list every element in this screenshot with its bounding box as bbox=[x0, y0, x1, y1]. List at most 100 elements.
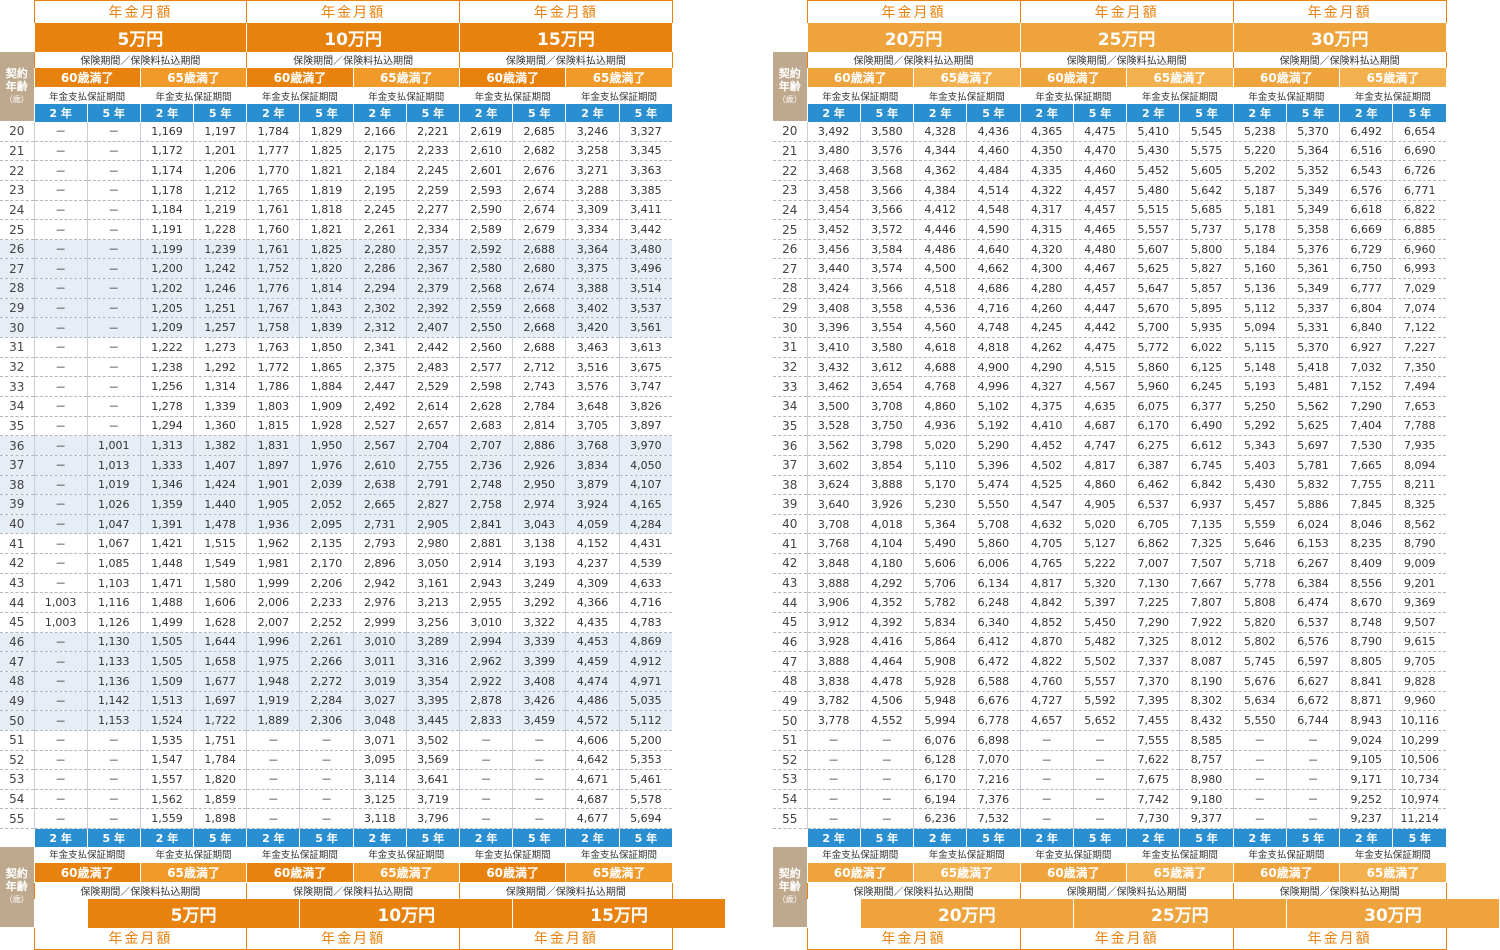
value-cell: － bbox=[512, 789, 566, 810]
value-cell: 1,257 bbox=[193, 317, 247, 339]
value-cell: 3,924 bbox=[565, 494, 620, 515]
value-cell: 6,898 bbox=[966, 730, 1021, 751]
spacer-cell bbox=[0, 829, 34, 847]
value-cell: 3,010 bbox=[458, 612, 513, 633]
pension-amount: 15万円 bbox=[459, 22, 673, 52]
value-cell: － bbox=[859, 808, 914, 830]
value-cell: 2,674 bbox=[512, 180, 566, 201]
value-cell: 3,834 bbox=[565, 455, 620, 476]
value-cell: 4,260 bbox=[1019, 298, 1074, 319]
age-header-unit: （歳） bbox=[777, 895, 802, 905]
value-cell: － bbox=[33, 750, 88, 771]
value-cell: 3,010 bbox=[352, 632, 407, 653]
value-cell: 1,085 bbox=[86, 553, 141, 574]
value-cell: 10,506 bbox=[1392, 750, 1447, 771]
value-cell: 10,974 bbox=[1392, 789, 1447, 810]
value-cell: 4,465 bbox=[1072, 219, 1127, 240]
value-cell: 5,557 bbox=[1072, 671, 1127, 692]
value-cell: 5,502 bbox=[1072, 651, 1127, 672]
value-cell: 5,832 bbox=[1285, 475, 1340, 496]
value-cell: － bbox=[33, 494, 88, 515]
value-cell: 6,543 bbox=[1339, 160, 1393, 181]
value-cell: 3,602 bbox=[806, 455, 861, 476]
value-cell: 1,019 bbox=[86, 475, 141, 496]
years-2: 2 年 bbox=[139, 103, 194, 122]
value-cell: 5,592 bbox=[1072, 691, 1127, 712]
value-cell: 9,009 bbox=[1392, 553, 1447, 574]
age-cell: 38 bbox=[773, 475, 807, 496]
value-cell: 3,537 bbox=[618, 298, 673, 319]
pension-amount: 5万円 bbox=[86, 898, 301, 928]
value-cell: 3,019 bbox=[352, 671, 407, 692]
value-cell: 2,976 bbox=[352, 592, 407, 614]
value-cell: 4,716 bbox=[966, 298, 1021, 319]
value-cell: 3,768 bbox=[806, 533, 861, 555]
value-cell: 2,668 bbox=[512, 317, 566, 339]
value-cell: － bbox=[1019, 730, 1074, 751]
value-cell: 1,981 bbox=[246, 553, 300, 574]
value-cell: 2,814 bbox=[512, 416, 566, 437]
age-cell: 29 bbox=[0, 298, 34, 319]
value-cell: 1,067 bbox=[86, 533, 141, 555]
value-cell: 1,126 bbox=[86, 612, 141, 633]
value-cell: 4,344 bbox=[913, 141, 967, 162]
value-cell: 2,095 bbox=[299, 514, 354, 535]
table-row: 33 3,462 3,654 4,768 4,996 4,327 4,567 5,960 6,2… bbox=[773, 376, 1500, 397]
value-cell: 8,943 bbox=[1339, 710, 1393, 731]
value-cell: 4,727 bbox=[1019, 691, 1074, 712]
value-cell: 1,448 bbox=[139, 553, 194, 574]
table-row: 42 3,848 4,180 5,606 6,006 4,765 5,222 7,007 7,5… bbox=[773, 553, 1500, 574]
value-cell: 2,312 bbox=[352, 317, 407, 339]
period-row: 保険期間／保険料払込期間 保険期間／保険料払込期間 保険期間／保険料払込期間 bbox=[773, 882, 1500, 899]
value-cell: 3,402 bbox=[565, 298, 620, 319]
value-cell: － bbox=[806, 730, 861, 751]
value-cell: 1,153 bbox=[86, 710, 141, 731]
value-cell: 4,748 bbox=[966, 317, 1021, 339]
value-cell: 4,327 bbox=[1019, 376, 1074, 397]
value-cell: 4,548 bbox=[966, 200, 1021, 221]
value-cell: 1,580 bbox=[193, 573, 247, 594]
value-cell: － bbox=[86, 180, 141, 201]
pension-amount: 20万円 bbox=[806, 22, 1021, 52]
value-cell: － bbox=[33, 416, 88, 437]
value-cell: 1,818 bbox=[299, 200, 354, 221]
value-cell: 1,273 bbox=[193, 337, 247, 358]
value-cell: － bbox=[299, 769, 354, 790]
guarantee-label: 年金支払保証期間 bbox=[913, 846, 1021, 863]
value-cell: 9,237 bbox=[1339, 808, 1393, 830]
value-cell: － bbox=[86, 789, 141, 810]
age-cell: 26 bbox=[0, 239, 34, 260]
guarantee-label: 年金支払保証期間 bbox=[913, 87, 1021, 104]
value-cell: 6,006 bbox=[966, 553, 1021, 574]
table-row: 30 3,396 3,554 4,560 4,748 4,245 4,442 5,700 5,9… bbox=[773, 317, 1500, 339]
value-cell: － bbox=[33, 553, 88, 574]
value-cell: 1,535 bbox=[139, 730, 194, 751]
value-cell: 6,248 bbox=[966, 592, 1021, 614]
age-cell: 46 bbox=[773, 632, 807, 653]
value-cell: － bbox=[1019, 789, 1074, 810]
value-cell: 1,999 bbox=[246, 573, 300, 594]
value-cell: 1,421 bbox=[139, 533, 194, 555]
pension-amount: 15万円 bbox=[512, 898, 726, 928]
value-cell: 5,827 bbox=[1179, 258, 1234, 280]
value-cell: － bbox=[1072, 730, 1127, 751]
age-cell: 25 bbox=[773, 219, 807, 240]
value-cell: 1,628 bbox=[193, 612, 247, 633]
value-cell: 8,211 bbox=[1392, 475, 1447, 496]
age-cell: 22 bbox=[0, 160, 34, 181]
value-cell: 1,897 bbox=[246, 455, 300, 476]
value-cell: － bbox=[246, 769, 300, 790]
value-cell: 4,350 bbox=[1019, 141, 1074, 162]
value-cell: 3,640 bbox=[806, 494, 861, 515]
value-cell: 2,135 bbox=[299, 533, 354, 555]
age-cell: 30 bbox=[0, 317, 34, 339]
age-cell: 55 bbox=[773, 808, 807, 830]
value-cell: 5,178 bbox=[1232, 219, 1287, 240]
value-cell: 5,461 bbox=[618, 769, 673, 790]
table-row: 39 3,640 3,926 5,230 5,550 4,547 4,905 6,537 6,9… bbox=[773, 494, 1500, 515]
value-cell: － bbox=[33, 141, 88, 162]
value-cell: 5,676 bbox=[1232, 671, 1287, 692]
value-cell: 3,576 bbox=[859, 141, 914, 162]
value-cell: 6,771 bbox=[1392, 180, 1447, 201]
table-row: 40 3,708 4,018 5,364 5,708 4,632 5,020 6,705 7,1… bbox=[773, 514, 1500, 535]
